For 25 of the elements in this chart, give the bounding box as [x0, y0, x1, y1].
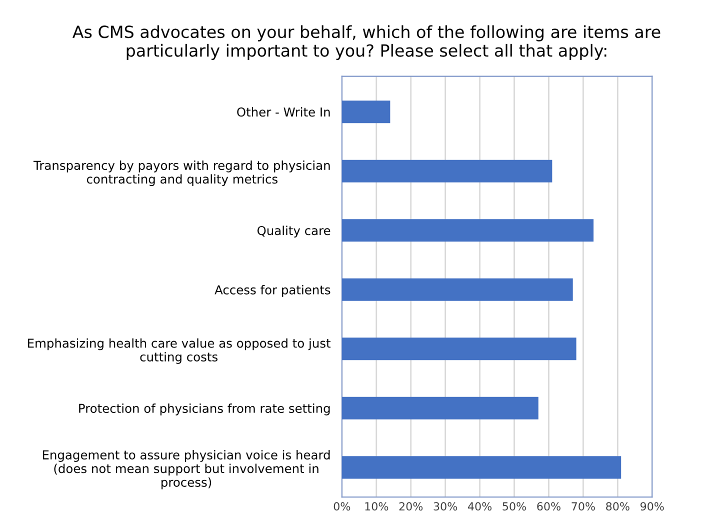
x-tick-label: 0%	[334, 502, 350, 511]
x-tick-label: 40%	[468, 502, 492, 511]
x-tick-label: 20%	[399, 502, 423, 511]
x-tick-label: 90%	[640, 502, 664, 511]
x-tick-label: 50%	[502, 502, 526, 511]
bar	[342, 338, 576, 360]
x-tick-label: 10%	[365, 502, 388, 511]
y-tick-label: Access for patients	[214, 284, 330, 297]
bar	[342, 160, 552, 182]
y-tick-label: Quality care	[257, 226, 330, 238]
y-tick-label: Other - Write In	[237, 107, 330, 117]
bar	[342, 396, 538, 420]
chart-title: As CMS advocates on your behalf, which of the following are items are particularly important to you? Please select all that apply:	[72, 25, 660, 60]
y-tick-label: Emphasizing health care value as opposed to just cutting costs	[28, 338, 331, 364]
x-tick-label: 80%	[606, 502, 630, 511]
x-tick-label: 60%	[537, 502, 560, 511]
y-tick-label: Protection of physicians from rate setting	[79, 404, 330, 416]
bar	[342, 100, 390, 124]
bar	[342, 219, 594, 242]
y-tick-label: Transparency by payors with regard to physician contracting and quality metrics	[33, 160, 330, 186]
bar	[342, 278, 573, 301]
y-tick-label: Engagement to assure physician voice is heard (does not mean support but involvement in process)	[42, 450, 330, 490]
bar	[342, 456, 622, 479]
x-tick-label: 70%	[572, 502, 595, 511]
x-tick-label: 30%	[434, 502, 458, 511]
